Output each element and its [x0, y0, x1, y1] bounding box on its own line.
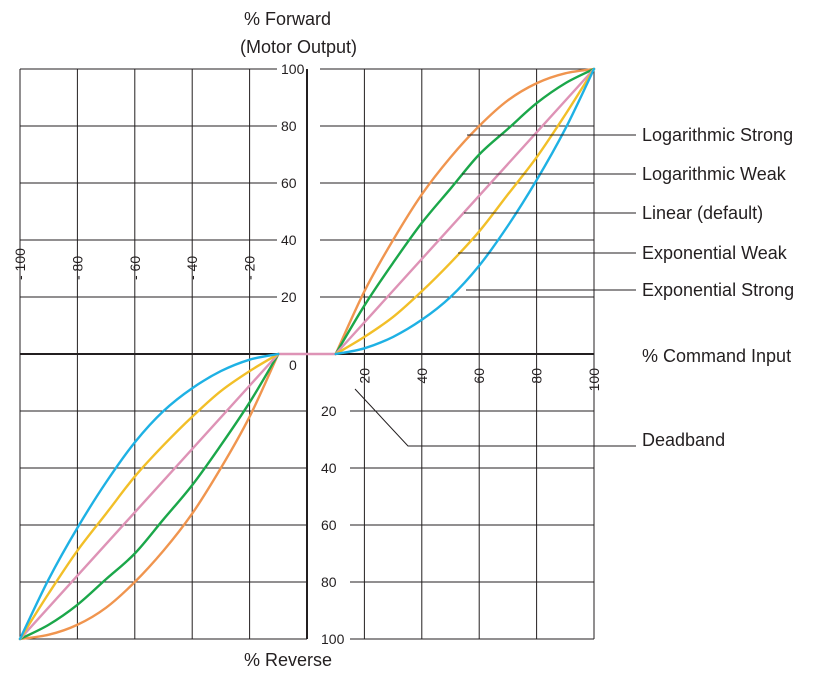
y-tick-label: 80 — [281, 118, 297, 134]
y-title-line-1: % Forward — [244, 9, 331, 29]
y-tick-label: 100 — [321, 631, 345, 647]
series-label: Exponential Weak — [642, 243, 788, 263]
x-tick-label: - 100 — [12, 248, 28, 280]
curve-reverse-logarithmic-weak — [18, 352, 280, 641]
origin-label: 0 — [289, 357, 297, 373]
y-tick-label: 20 — [281, 289, 297, 305]
y-tick-label: 60 — [281, 175, 297, 191]
series-curves — [18, 67, 596, 641]
x-tick-label: - 40 — [184, 256, 200, 280]
series-label: Linear (default) — [642, 203, 763, 223]
y-tick-label: 100 — [281, 61, 305, 77]
deadband-leader-line — [354, 388, 636, 447]
tick-labels: 100 80 60 40 20 20 40 60 80 100 20 40 60 80 100 - 100 - … — [12, 61, 794, 647]
leader-lines — [354, 134, 636, 447]
curve-forward-exponential-strong — [334, 67, 596, 356]
y-title-line-2: (Motor Output) — [240, 37, 357, 57]
x-tick-label: 60 — [471, 368, 487, 384]
axes — [20, 69, 594, 639]
series-label: Logarithmic Weak — [642, 164, 787, 184]
y-tick-label: 40 — [281, 232, 297, 248]
x-title: % Command Input — [642, 346, 791, 366]
y-tick-label: 20 — [321, 403, 337, 419]
series-label: Logarithmic Strong — [642, 125, 793, 145]
deadband-label: Deadband — [642, 430, 725, 450]
x-tick-label: 100 — [586, 368, 602, 392]
curve-forward-logarithmic-strong — [334, 67, 596, 356]
curve-forward-exponential-weak — [334, 67, 596, 356]
x-tick-label: 40 — [414, 368, 430, 384]
x-tick-label: 80 — [529, 368, 545, 384]
y-tick-label: 80 — [321, 574, 337, 590]
curve-reverse-exponential-strong — [18, 352, 280, 641]
y-tick-label: 40 — [321, 460, 337, 476]
x-tick-label: 20 — [356, 368, 372, 384]
x-tick-label: - 80 — [69, 256, 85, 280]
curve-reverse-logarithmic-strong — [18, 352, 280, 641]
curve-reverse-linear-default — [18, 352, 280, 641]
bottom-title: % Reverse — [244, 650, 332, 670]
curve-reverse-exponential-weak — [18, 352, 280, 641]
x-tick-label: - 20 — [242, 256, 258, 280]
curve-forward-logarithmic-weak — [334, 67, 596, 356]
x-tick-label: - 60 — [127, 256, 143, 280]
y-tick-label: 60 — [321, 517, 337, 533]
series-label: Exponential Strong — [642, 280, 794, 300]
grid — [19, 68, 595, 640]
curve-forward-linear-default — [334, 67, 596, 356]
